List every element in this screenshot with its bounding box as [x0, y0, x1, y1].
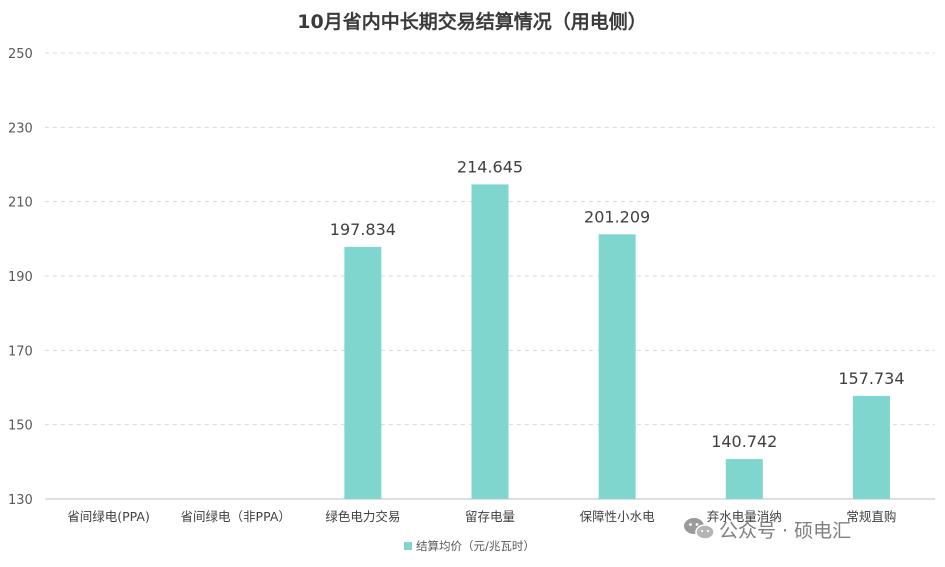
watermark: 公众号 · 硕电汇	[684, 518, 851, 542]
x-tick-label: 绿色电力交易	[325, 509, 400, 524]
bar	[852, 395, 890, 499]
y-tick-label: 250	[8, 47, 33, 62]
y-tick-label: 230	[8, 121, 33, 136]
bar	[471, 184, 509, 499]
data-label: 197.834	[330, 220, 396, 239]
x-tick-label: 留存电量	[465, 509, 515, 524]
chart-title: 10月省内中长期交易结算情况（用电侧）	[297, 10, 646, 33]
y-axis-ticks: 130 150 170 190 210 230 250	[8, 47, 33, 508]
y-tick-label: 170	[8, 344, 33, 359]
y-tick-label: 190	[8, 270, 33, 285]
bar	[725, 459, 763, 499]
data-labels: 197.834 214.645 201.209 140.742 157.734	[330, 157, 905, 451]
data-label: 214.645	[457, 157, 523, 176]
bar	[598, 234, 636, 499]
x-tick-label: 省间绿电（非PPA）	[181, 509, 291, 524]
x-tick-label: 省间绿电(PPA)	[67, 509, 150, 524]
legend-swatch	[404, 542, 412, 550]
y-tick-label: 150	[8, 419, 33, 434]
x-tick-label: 常规直购	[846, 509, 896, 524]
legend: 结算均价（元/兆瓦时）	[404, 539, 535, 553]
bar	[344, 246, 382, 499]
data-label: 201.209	[584, 207, 650, 226]
x-tick-label: 弃水电量消纳	[707, 509, 782, 524]
x-tick-label: 保障性小水电	[580, 509, 656, 524]
data-label: 140.742	[711, 432, 777, 451]
y-tick-label: 130	[8, 493, 33, 508]
legend-label: 结算均价（元/兆瓦时）	[416, 539, 535, 553]
y-tick-label: 210	[8, 196, 33, 211]
x-axis-categories: 省间绿电(PPA) 省间绿电（非PPA） 绿色电力交易 留存电量 保障性小水电 弃水电量消…	[67, 509, 896, 524]
watermark-text: 公众号 · 硕电汇	[719, 520, 851, 542]
data-label: 157.734	[838, 369, 904, 388]
bars	[344, 184, 890, 499]
wechat-icon	[684, 518, 715, 540]
